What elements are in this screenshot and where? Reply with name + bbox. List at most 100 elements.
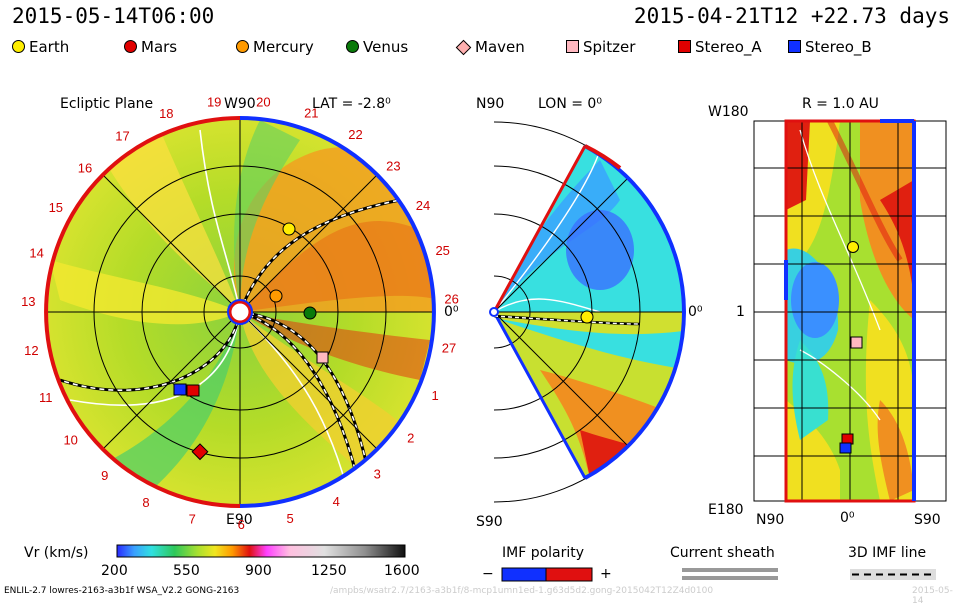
venus-marker-icon <box>346 40 359 53</box>
ecliptic-zero-label: 0⁰ <box>444 304 459 320</box>
ecliptic-e90-label: E90 <box>226 512 253 528</box>
venus-marker <box>303 306 317 320</box>
carrington-day-label: 13 <box>21 294 35 309</box>
carrington-day-label: 17 <box>115 129 129 144</box>
carrington-day-label: 15 <box>49 200 63 215</box>
radial-r-label: R = 1.0 AU <box>802 96 879 112</box>
stereo-a-marker-icon <box>678 40 691 53</box>
meridional-n90-label: N90 <box>476 96 505 112</box>
model-time-label: 2015-05-14T06:00 <box>12 4 215 28</box>
carrington-day-label: 4 <box>333 494 340 509</box>
carrington-day-label: 19 <box>207 95 221 110</box>
carrington-day-label: 9 <box>101 468 108 483</box>
ecliptic-negative-polarity-rim <box>239 116 436 508</box>
current-sheath-title: Current sheath <box>670 545 775 561</box>
radial-zero-label: 0⁰ <box>840 510 855 526</box>
carrington-day-label: 21 <box>304 105 318 120</box>
current-sheath-swatch <box>682 568 778 580</box>
mercury-marker <box>269 289 283 303</box>
mars-marker-icon <box>124 40 137 53</box>
ecliptic-plot: 19 20212223242526271234567891011121314151… <box>21 94 459 532</box>
model-footer: ENLIL-2.7 lowres-2163-a3b1f WSA_V2.2 GON… <box>4 586 240 596</box>
radial-w180-label: W180 <box>708 104 749 120</box>
mars-marker <box>191 443 209 461</box>
legend-earth: Earth <box>12 38 69 56</box>
carrington-day-label: 26 <box>444 291 458 306</box>
carrington-day-label: 14 <box>29 245 43 260</box>
imf-line-swatch <box>850 569 936 580</box>
imf-line-title: 3D IMF line <box>848 545 927 561</box>
legend-maven: Maven <box>455 38 525 56</box>
meridional-earth-marker <box>580 310 594 324</box>
spitzer-marker <box>316 351 329 364</box>
meridional-plot <box>489 121 686 503</box>
carrington-day-label: 7 <box>189 512 196 527</box>
date-footer: 2015-05-14 <box>912 586 953 606</box>
colorbar-title: Vr (km/s) <box>24 545 89 561</box>
imf-polarity-bar <box>501 567 593 582</box>
legend-mercury: Mercury <box>236 38 314 56</box>
radial-one-label: 1 <box>736 304 745 320</box>
radial-n90-label: N90 <box>756 512 785 528</box>
carrington-day-labels: 19 20212223242526271234567891011121314151… <box>21 94 459 532</box>
legend-spitzer: Spitzer <box>566 38 635 56</box>
imf-minus-label: − <box>482 566 494 582</box>
stereo-a-marker <box>186 384 200 397</box>
meridional-lon-label: LON = 0⁰ <box>538 96 602 112</box>
carrington-day-label: 3 <box>374 467 381 482</box>
carrington-day-label: 22 <box>348 127 362 142</box>
imf-plus-label: + <box>600 566 612 582</box>
carrington-day-label: 23 <box>386 159 400 174</box>
velocity-colorbar <box>116 544 406 558</box>
ecliptic-title: Ecliptic Plane <box>60 96 154 112</box>
meridional-s90-label: S90 <box>476 514 503 530</box>
spitzer-marker-icon <box>566 40 579 53</box>
legend-label: Spitzer <box>583 38 636 56</box>
carrington-day-label: 20 <box>256 94 270 109</box>
carrington-day-label: 24 <box>416 198 430 213</box>
legend-stereo-b: Stereo_B <box>788 38 872 56</box>
earth-marker <box>282 222 296 236</box>
legend-label: Stereo_B <box>805 38 872 56</box>
radial-map-plot <box>753 119 947 503</box>
carrington-day-label: 6 <box>238 517 245 532</box>
meridional-zero-label: 0⁰ <box>688 304 703 320</box>
legend-venus: Venus <box>346 38 408 56</box>
carrington-day-label: 11 <box>39 390 53 405</box>
carrington-day-label: 1 <box>431 388 438 403</box>
run-start-offset-label: 2015-04-21T12 +22.73 days <box>633 4 950 28</box>
ecliptic-lat-label: LAT = -2.8⁰ <box>312 96 391 112</box>
legend-label: Mercury <box>253 38 314 56</box>
imf-polarity-title: IMF polarity <box>502 545 585 561</box>
carrington-day-label: 12 <box>24 343 38 358</box>
carrington-day-label: 27 <box>442 341 456 356</box>
carrington-day-label: 18 <box>159 106 173 121</box>
legend-label: Maven <box>475 38 525 56</box>
radial-spitzer-marker <box>850 336 863 349</box>
carrington-day-label: 5 <box>286 511 293 526</box>
colorbar-tick-1250: 1250 <box>311 563 347 579</box>
carrington-day-label: 2 <box>407 431 414 446</box>
legend-stereo-a: Stereo_A <box>678 38 762 56</box>
sun-icon <box>228 300 252 324</box>
radial-s90-label: S90 <box>914 512 941 528</box>
ecliptic-positive-polarity-rim <box>44 116 241 508</box>
legend-label: Venus <box>363 38 409 56</box>
colorbar-tick-200: 200 <box>101 563 128 579</box>
stereo-b-marker-icon <box>788 40 801 53</box>
radial-e180-label: E180 <box>708 502 744 518</box>
radial-stereo-b-marker <box>839 442 852 454</box>
ecliptic-bodies <box>173 222 329 461</box>
colorbar-tick-550: 550 <box>173 563 200 579</box>
ecliptic-w90-label: W90 <box>224 96 256 112</box>
carrington-day-label: 8 <box>142 495 149 510</box>
legend-label: Mars <box>141 38 178 56</box>
legend-label: Earth <box>29 38 70 56</box>
legend-label: Stereo_A <box>695 38 762 56</box>
legend-mars: Mars <box>124 38 177 56</box>
body-legend: Earth Mars Mercury Venus Maven Spitzer S… <box>0 38 960 60</box>
path-footer: /ampbs/wsatr2.7/2163-a3b1f/8-mcp1umn1ed-… <box>330 586 714 596</box>
stereo-b-marker <box>173 383 187 396</box>
carrington-day-label: 25 <box>435 243 449 258</box>
